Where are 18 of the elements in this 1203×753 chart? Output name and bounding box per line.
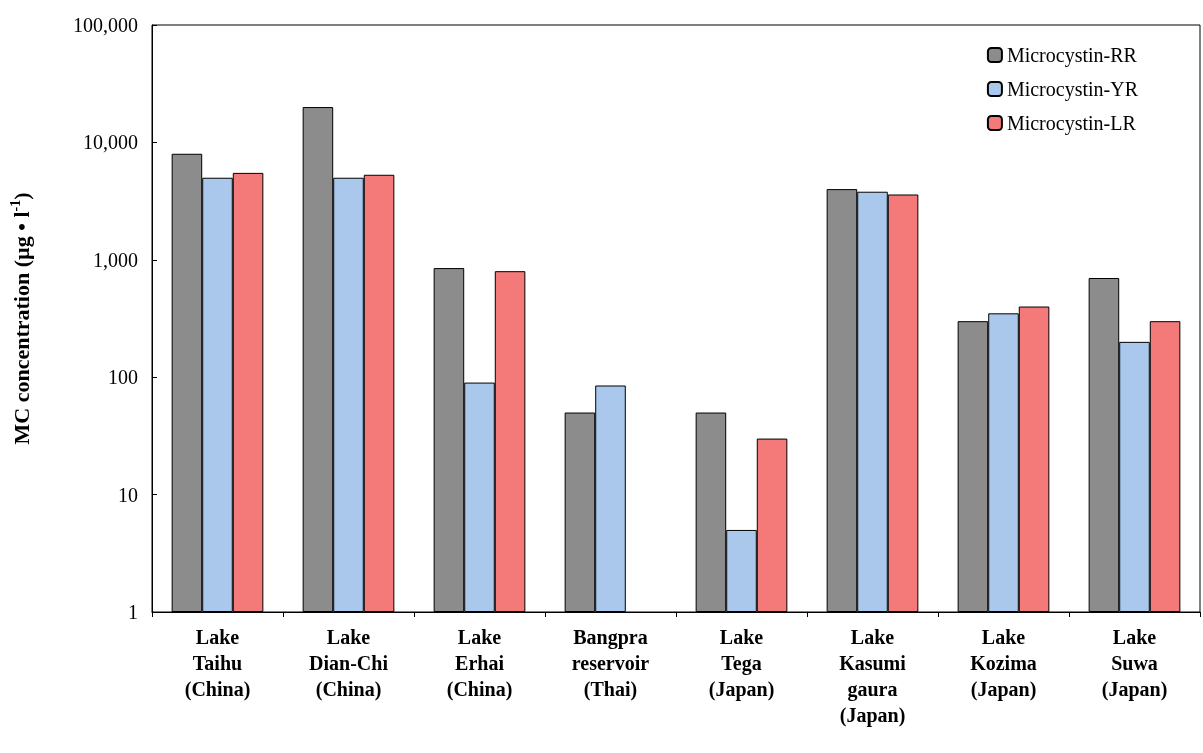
x-tick-label: Lake Tega (Japan): [708, 626, 775, 701]
legend-label: Microcystin-YR: [1006, 78, 1139, 101]
y-tick-label: 10,000: [83, 131, 138, 154]
x-tick-label: Lake Dian-Chi (China): [309, 626, 389, 701]
y-tick-label: 1,000: [93, 248, 138, 271]
y-axis-title: MC concentration (µg • l-1): [7, 192, 34, 445]
y-tick-label: 1: [128, 601, 138, 623]
x-tick-label: Lake Taihu (China): [184, 626, 251, 701]
y-tick-label: 100: [108, 366, 138, 389]
x-tick-label: Lake Suwa (Japan): [1101, 626, 1168, 701]
y-tick-label: 10: [118, 483, 138, 506]
y-tick-label: 100,000: [73, 14, 138, 36]
x-tick-label: Lake Kozima (Japan): [970, 626, 1037, 701]
x-tick-label: Bangpra reservoir (Thai): [571, 626, 650, 701]
x-tick-label: Lake Kasumi gaura (Japan): [839, 626, 907, 727]
legend-label: Microcystin-RR: [1006, 44, 1138, 67]
x-tick-label: Lake Erhai (China): [446, 626, 513, 701]
legend-label: Microcystin-LR: [1006, 112, 1137, 135]
